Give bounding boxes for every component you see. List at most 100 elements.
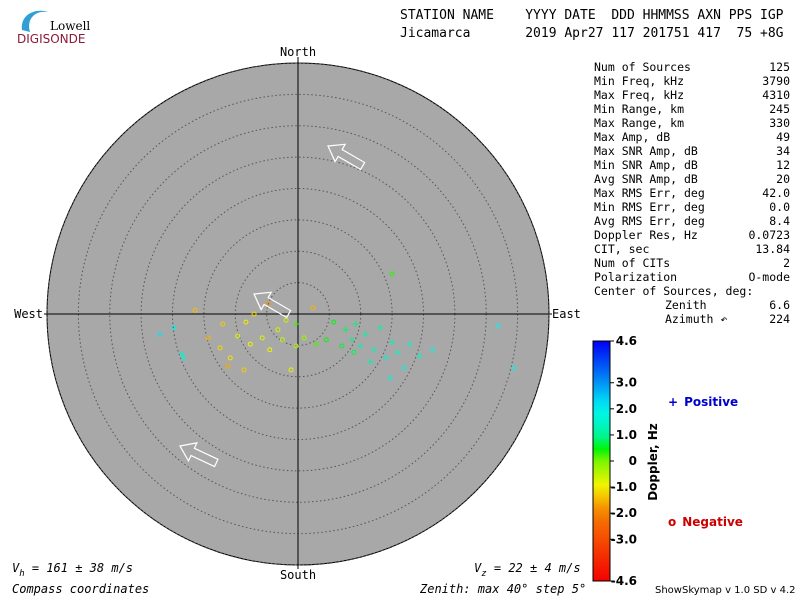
- center-azimuth: 224: [769, 312, 790, 326]
- source-negative: [247, 341, 253, 347]
- source-negative: [225, 363, 231, 369]
- source-positive: [429, 346, 436, 353]
- direction-north: North: [280, 45, 316, 59]
- legend-entry: + Positive: [668, 395, 738, 409]
- legend-entry: o Negative: [668, 515, 743, 529]
- skymap-plot: North South West East + Positive o Negative 4.6 3…: [14, 45, 743, 588]
- source-positive: [180, 354, 187, 361]
- source-positive: [352, 321, 359, 328]
- arrow: [327, 143, 366, 171]
- direction-west: West: [14, 307, 43, 321]
- stat-value: 245: [769, 102, 790, 116]
- source-negative: [259, 335, 265, 341]
- stat-label: Num of Sources: [594, 60, 691, 74]
- stat-label: Min SNR Amp, dB: [594, 158, 698, 172]
- vz-subscript: z: [481, 569, 486, 579]
- source-positive: [510, 364, 517, 371]
- colorbar-tick-label: 1.0: [616, 428, 637, 442]
- legend-name: Positive: [684, 395, 738, 409]
- source-negative: [301, 335, 307, 341]
- source-negative: [205, 335, 211, 341]
- source-negative: [217, 345, 223, 351]
- stat-value: 4310: [762, 88, 790, 102]
- stat-label: Num of CITs: [594, 256, 670, 270]
- vh-subscript: h: [19, 569, 24, 579]
- stat-value: O-mode: [748, 270, 790, 284]
- source-negative: [227, 355, 233, 361]
- stats-table: Num of Sources 125 Min Freq, kHz 3790 Max Fr…: [594, 60, 790, 284]
- source-positive: [389, 339, 396, 346]
- logo-bottom: DIGISONDE: [17, 32, 85, 46]
- colorbar-tick-label: 4.6: [616, 334, 637, 348]
- source-positive: [406, 341, 413, 348]
- direction-south: South: [280, 568, 316, 582]
- stat-value: 8.4: [769, 214, 790, 228]
- colorbar-label: Doppler, Hz: [646, 423, 660, 501]
- colorbar-tick-label: -2.0: [611, 506, 637, 520]
- source-negative: [267, 347, 273, 353]
- vz-text: Vz = 22 ± 4 m/s: [474, 561, 581, 579]
- source-positive: [156, 331, 163, 338]
- center-zenith-label: Zenith: [665, 298, 707, 312]
- source-positive: [362, 331, 369, 338]
- version-label: ShowSkymap v 1.0 SD v 4.2: [655, 585, 795, 596]
- legend-marker: +: [668, 395, 678, 409]
- header-columns: STATION NAME YYYY DATE DDD HHMMSS AXN PP…: [400, 8, 784, 23]
- stat-label: Max Range, km: [594, 116, 684, 130]
- vh-value: = 161 ± 38 m/s: [25, 561, 133, 575]
- source-negative: [171, 325, 177, 331]
- source-negative: [283, 317, 289, 323]
- source-negative: [241, 367, 247, 373]
- stat-value: 13.84: [755, 242, 790, 256]
- source-negative: [351, 349, 357, 355]
- header-values: Jicamarca 2019 Apr27 117 201751 417 75 +…: [400, 26, 784, 41]
- logo-top: Lowell: [50, 19, 90, 33]
- stat-label: Max Amp, dB: [594, 130, 670, 144]
- stat-value: 0.0723: [748, 228, 790, 242]
- stat-label: CIT, sec: [594, 242, 649, 256]
- stat-value: 330: [769, 116, 790, 130]
- stat-label: Min Freq, kHz: [594, 74, 684, 88]
- source-positive: [293, 321, 300, 328]
- stat-label: Max RMS Err, deg: [594, 186, 705, 200]
- stat-label: Doppler Res, Hz: [594, 228, 698, 242]
- vz-symbol: V: [474, 561, 482, 575]
- source-positive: [387, 375, 394, 382]
- stat-label: Polarization: [594, 270, 677, 284]
- source-negative: [389, 271, 395, 277]
- source-negative: [251, 311, 257, 317]
- stat-value: 2: [783, 256, 790, 270]
- center-azimuth-label: Azimuth ↶: [665, 312, 727, 326]
- source-negative: [313, 341, 319, 347]
- source-positive: [394, 349, 401, 356]
- stat-value: 34: [776, 144, 790, 158]
- coords-label: Compass coordinates: [12, 582, 149, 596]
- source-negative: [243, 319, 249, 325]
- colorbar-tick-label: -4.6: [611, 574, 637, 588]
- colorbar: [592, 340, 611, 582]
- source-positive: [377, 324, 384, 331]
- source-positive: [357, 343, 364, 350]
- source-positive: [416, 353, 423, 360]
- source-negative: [192, 307, 198, 313]
- source-positive: [401, 364, 408, 371]
- source-negative: [293, 343, 299, 349]
- stat-label: Avg RMS Err, deg: [594, 214, 705, 228]
- source-negative: [310, 305, 316, 311]
- source-negative: [220, 321, 226, 327]
- stat-value: 49: [776, 130, 790, 144]
- colorbar-tick-label: -1.0: [611, 480, 637, 494]
- source-negative: [288, 367, 294, 373]
- stat-value: 0.0: [769, 200, 790, 214]
- stat-label: Min RMS Err, deg: [594, 200, 705, 214]
- source-positive: [370, 346, 377, 353]
- stat-value: 125: [769, 60, 790, 74]
- center-zenith: 6.6: [769, 298, 790, 312]
- colorbar-tick-label: 3.0: [616, 376, 637, 390]
- stat-value: 20: [776, 172, 790, 186]
- source-negative: [331, 319, 337, 325]
- source-positive: [495, 322, 502, 329]
- vz-value: = 22 ± 4 m/s: [487, 561, 581, 575]
- stat-label: Min Range, km: [594, 102, 684, 116]
